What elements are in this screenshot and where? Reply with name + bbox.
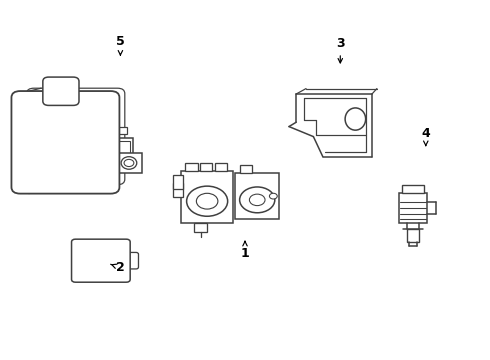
FancyBboxPatch shape [72,239,130,282]
Text: 4: 4 [421,127,430,146]
Text: 1: 1 [241,241,249,260]
Circle shape [94,256,108,266]
Bar [235,173,279,220]
Bar [399,193,427,223]
Text: 5: 5 [116,35,125,55]
Circle shape [196,193,218,209]
Circle shape [187,186,228,216]
Bar [407,229,419,242]
Circle shape [270,193,277,199]
Bar [116,153,143,173]
FancyBboxPatch shape [26,88,125,185]
Circle shape [78,244,124,278]
Bar [116,141,130,158]
Ellipse shape [345,108,366,130]
Bar [215,163,227,171]
Bar [172,175,183,189]
Bar [181,171,233,223]
Circle shape [24,117,40,129]
Circle shape [54,85,68,95]
Circle shape [124,159,134,167]
Bar [194,223,207,232]
Text: 2: 2 [111,261,125,274]
Bar [402,185,424,193]
Circle shape [240,187,275,213]
Bar [185,163,197,171]
FancyBboxPatch shape [122,252,139,269]
FancyBboxPatch shape [11,91,120,194]
Bar [240,165,252,173]
Circle shape [86,250,116,271]
Bar [200,163,212,171]
Circle shape [24,156,40,168]
Text: 3: 3 [336,37,344,63]
Bar [113,138,133,161]
Bar [172,183,183,197]
Bar [113,127,127,134]
Ellipse shape [121,157,137,169]
Circle shape [249,194,265,206]
FancyBboxPatch shape [43,77,79,105]
